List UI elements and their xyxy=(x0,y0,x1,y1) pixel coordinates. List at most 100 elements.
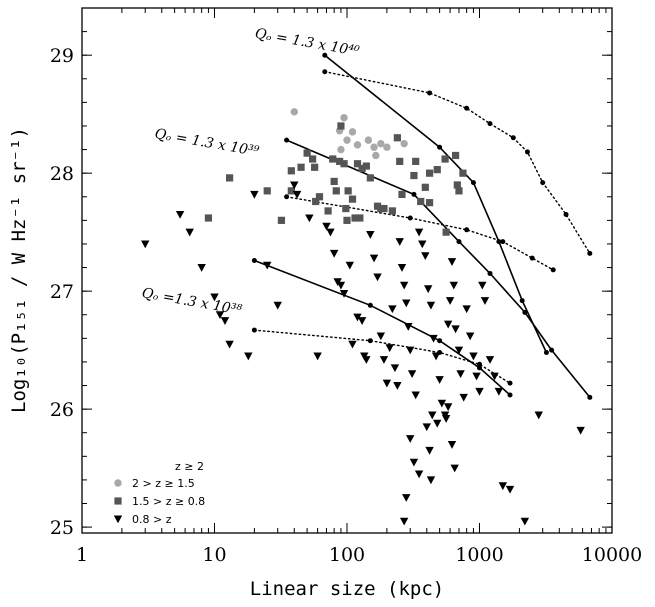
triangle-point xyxy=(459,393,468,402)
triangle-point xyxy=(576,426,585,435)
triangle-point xyxy=(290,181,299,190)
triangle-point xyxy=(414,470,424,479)
triangle-point xyxy=(220,317,230,325)
x-tick-label: 1000 xyxy=(455,544,503,566)
triangle-point xyxy=(366,231,375,239)
triangle-point xyxy=(426,476,436,485)
track-point xyxy=(507,392,513,398)
track-point xyxy=(524,149,530,155)
track-point xyxy=(549,347,555,353)
track-point xyxy=(427,90,433,96)
y-axis-title: Log₁₀(P₁₅₁ / W Hz⁻¹ sr⁻¹) xyxy=(8,127,30,413)
track-point xyxy=(456,239,462,245)
y-tick-label: 27 xyxy=(50,281,74,303)
triangle-point xyxy=(465,332,475,341)
triangle-point xyxy=(443,403,453,412)
square-point xyxy=(412,157,420,165)
triangle-point xyxy=(357,317,367,325)
track-point xyxy=(284,137,290,143)
square-point xyxy=(308,155,317,163)
triangle-point xyxy=(422,423,431,432)
square-point xyxy=(417,197,425,206)
triangle-point xyxy=(244,352,253,361)
triangle-point xyxy=(322,222,331,231)
data-points xyxy=(141,108,585,526)
triangle-point xyxy=(520,517,530,526)
triangle-point xyxy=(273,301,282,310)
square-point xyxy=(315,193,324,201)
circle-point xyxy=(340,114,348,122)
square-point xyxy=(287,187,295,195)
legend-header: z ≥ 2 xyxy=(175,460,204,473)
square-point xyxy=(425,169,434,177)
square-point xyxy=(393,134,401,142)
track-point xyxy=(522,309,528,315)
legend-marker-square xyxy=(114,497,122,505)
track-point xyxy=(284,194,290,200)
square-point xyxy=(303,149,311,157)
square-point xyxy=(340,160,348,168)
triangle-point xyxy=(433,419,442,428)
legend-marker-circle xyxy=(114,479,122,487)
triangle-point xyxy=(445,297,455,305)
triangle-point xyxy=(376,332,386,341)
square-point xyxy=(297,163,305,171)
triangle-point xyxy=(402,299,411,308)
track-point xyxy=(543,349,549,355)
triangle-point xyxy=(397,264,407,272)
model-track-solid xyxy=(324,54,548,353)
triangle-point xyxy=(480,297,490,305)
triangle-point xyxy=(336,281,346,290)
track-point xyxy=(507,380,513,386)
square-point xyxy=(332,187,340,195)
square-point xyxy=(312,197,320,206)
triangle-point xyxy=(456,370,465,379)
triangle-point xyxy=(505,485,515,494)
plot-frame xyxy=(81,7,613,534)
square-point xyxy=(433,166,441,174)
triangle-point xyxy=(450,464,459,473)
circle-point xyxy=(348,128,357,136)
triangle-point xyxy=(462,305,471,314)
triangle-point xyxy=(215,311,225,320)
triangle-point xyxy=(429,334,438,343)
circle-point xyxy=(377,139,385,148)
triangle-point xyxy=(313,352,322,361)
square-point xyxy=(225,174,234,182)
legend-label: 2 > z ≥ 1.5 xyxy=(132,477,195,490)
triangle-point xyxy=(369,254,379,263)
triangle-point xyxy=(421,252,430,261)
square-point xyxy=(204,214,213,222)
triangle-point xyxy=(485,356,495,364)
axis-ticks: 1 10 100 1000 10000 25 26 27 28 29 xyxy=(50,8,642,566)
square-point xyxy=(388,207,396,215)
triangle-point xyxy=(390,364,400,373)
triangle-point xyxy=(393,382,402,390)
model-label: Qₒ = 1.3 x 10³⁹ xyxy=(153,126,260,160)
circle-point xyxy=(400,139,408,148)
circle-point xyxy=(372,151,380,160)
square-point xyxy=(425,199,434,207)
triangle-point xyxy=(451,325,460,334)
square-point xyxy=(344,187,352,195)
x-axis-title: Linear size (kpc) xyxy=(250,578,444,600)
triangle-point xyxy=(441,415,451,423)
triangle-point xyxy=(409,458,419,467)
square-point xyxy=(362,162,370,170)
track-point xyxy=(540,180,546,186)
triangle-point xyxy=(379,356,389,364)
triangle-point xyxy=(175,210,185,219)
triangle-point xyxy=(447,441,457,449)
legend-label: 1.5 > z ≥ 0.8 xyxy=(132,495,205,508)
triangle-point xyxy=(348,340,357,349)
triangle-point xyxy=(399,517,409,526)
square-point xyxy=(343,216,351,224)
track-point xyxy=(367,338,373,344)
triangle-point xyxy=(395,238,404,246)
triangle-point xyxy=(426,301,436,310)
triangle-point xyxy=(210,293,219,302)
triangle-point xyxy=(399,281,409,290)
square-point xyxy=(441,155,449,163)
triangle-point xyxy=(411,391,420,400)
